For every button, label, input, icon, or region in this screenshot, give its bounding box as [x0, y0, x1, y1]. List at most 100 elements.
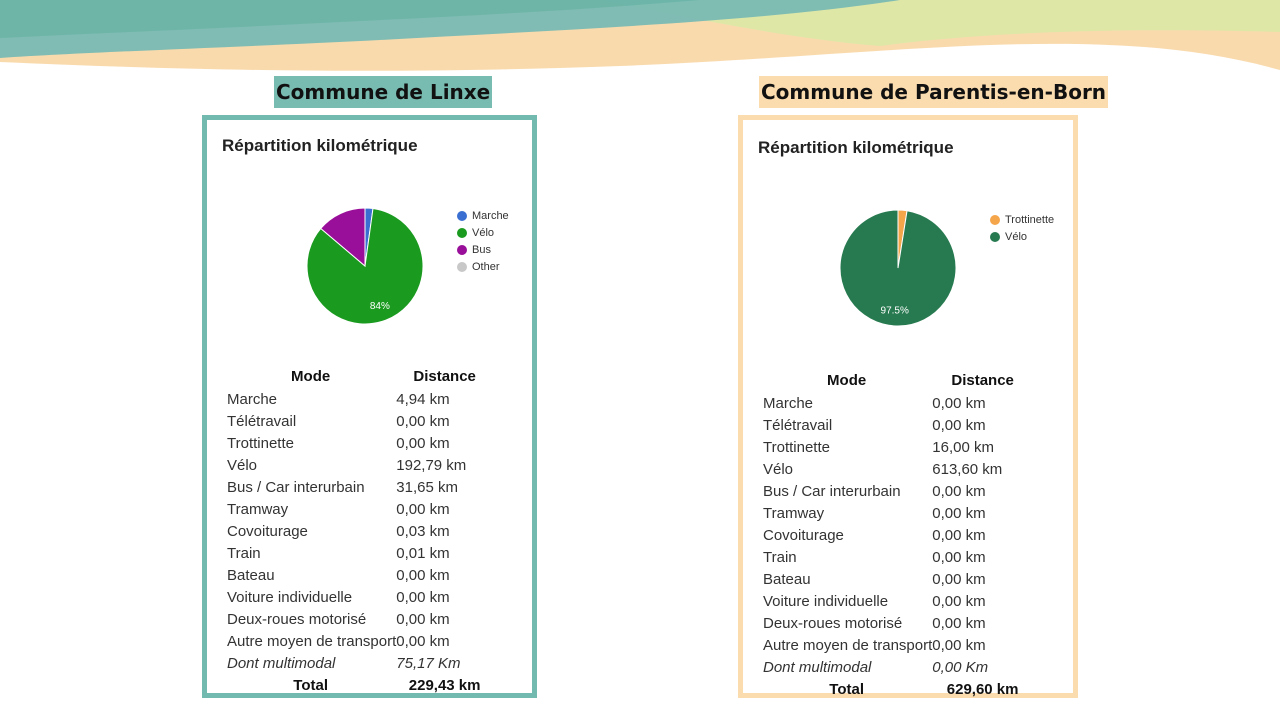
mode-cell: Bus / Car interurbain: [227, 478, 365, 496]
table-row: Bus / Car interurbain 31,65 km: [225, 476, 493, 498]
legend-swatch: [457, 210, 467, 221]
total-value: 629,60 km: [946, 680, 1019, 698]
chart-legend: Trottinette Vélo: [990, 211, 1054, 245]
distance-cell: 0,00 km: [396, 412, 450, 430]
total-label: Total: [829, 680, 864, 698]
table-row: Bus / Car interurbain 0,00 km: [761, 480, 1033, 502]
mode-cell: Voiture individuelle: [227, 588, 353, 606]
mode-cell: Voiture individuelle: [763, 592, 889, 610]
distance-cell: 0,01 km: [396, 544, 450, 562]
table-row: Tramway 0,00 km: [225, 498, 493, 520]
distance-cell: 613,60 km: [932, 460, 1003, 478]
distance-cell: 16,00 km: [932, 438, 994, 456]
distance-table-parentis: Mode Distance Marche 0,00 km Télétravail 0,…: [761, 368, 1033, 700]
mode-cell: Train: [763, 548, 797, 566]
distance-cell: 0,00 km: [932, 526, 986, 544]
mode-cell: Tramway: [227, 500, 289, 518]
table-row: Autre moyen de transport 0,00 km: [761, 634, 1033, 656]
mode-cell: Vélo: [227, 456, 258, 474]
table-row: Deux-roues motorisé 0,00 km: [225, 608, 493, 630]
table-row: Trottinette 16,00 km: [761, 436, 1033, 458]
distance-cell: 31,65 km: [396, 478, 458, 496]
table-row: Marche 0,00 km: [761, 392, 1033, 414]
table-row: Train 0,00 km: [761, 546, 1033, 568]
legend-label: Vélo: [472, 226, 495, 239]
mode-cell: Deux-roues motorisé: [227, 610, 367, 628]
pie-data-label: 97.5%: [881, 306, 909, 317]
distance-table-linxe: Mode Distance Marche 4,94 km Télétravail 0,…: [225, 364, 493, 696]
table-row: Télétravail 0,00 km: [761, 414, 1033, 436]
column-header-distance: Distance: [413, 367, 476, 385]
table-row: Bateau 0,00 km: [761, 568, 1033, 590]
column-header-mode: Mode: [291, 367, 331, 385]
mode-cell: Deux-roues motorisé: [763, 614, 903, 632]
distance-cell: 0,00 km: [932, 614, 986, 632]
legend-swatch: [457, 227, 467, 238]
total-row: Total 229,43 km: [225, 674, 493, 696]
table-row: Vélo 613,60 km: [761, 458, 1033, 480]
distance-cell: 0,00 km: [932, 636, 986, 654]
mode-cell: Dont multimodal: [227, 654, 336, 672]
legend-item-bus: Bus: [457, 241, 509, 258]
distance-cell: 0,00 km: [396, 588, 450, 606]
pie-data-label: 84%: [370, 301, 390, 312]
mode-cell: Tramway: [763, 504, 825, 522]
mode-cell: Vélo: [763, 460, 794, 478]
legend-label: Other: [472, 260, 500, 273]
legend-swatch: [457, 244, 467, 255]
distance-cell: 0,00 km: [396, 566, 450, 584]
distance-cell: 4,94 km: [396, 390, 450, 408]
distance-cell: 0,00 km: [932, 548, 986, 566]
distance-cell: 0,03 km: [396, 522, 450, 540]
legend-item-marche: Marche: [457, 207, 509, 224]
mode-cell: Bus / Car interurbain: [763, 482, 901, 500]
legend-swatch: [990, 231, 1000, 242]
legend-label: Bus: [472, 243, 491, 256]
legend-item-other: Other: [457, 258, 509, 275]
commune-title-linxe: Commune de Linxe: [274, 76, 493, 108]
legend-label: Marche: [472, 209, 509, 222]
panel-linxe: Répartition kilométrique 84% Marche Vélo…: [202, 115, 537, 698]
distance-cell: 0,00 km: [932, 482, 986, 500]
pie-slice-velo: [839, 209, 957, 327]
chart-legend: Marche Vélo Bus Other: [457, 207, 509, 275]
mode-cell: Covoiturage: [763, 526, 844, 544]
table-row: Bateau 0,00 km: [225, 564, 493, 586]
panel-title: Répartition kilométrique: [758, 138, 954, 157]
legend-item-velo: Vélo: [990, 228, 1054, 245]
table-row: Covoiturage 0,03 km: [225, 520, 493, 542]
multimodal-row: Dont multimodal 0,00 Km: [761, 656, 1033, 678]
legend-swatch: [990, 214, 1000, 225]
column-header-mode: Mode: [827, 371, 867, 389]
table-row: Tramway 0,00 km: [761, 502, 1033, 524]
distance-cell: 0,00 km: [396, 500, 450, 518]
pie-chart-parentis: 97.5%: [839, 209, 957, 327]
total-row: Total 629,60 km: [761, 678, 1033, 700]
mode-cell: Train: [227, 544, 261, 562]
distance-cell: 75,17 Km: [396, 654, 461, 672]
legend-swatch: [457, 261, 467, 272]
distance-cell: 0,00 km: [932, 570, 986, 588]
distance-cell: 0,00 Km: [932, 658, 989, 676]
mode-cell: Covoiturage: [227, 522, 308, 540]
legend-label: Trottinette: [1005, 213, 1055, 226]
panel-parentis: Répartition kilométrique 97.5% Trottinet…: [738, 115, 1078, 698]
table-row: Voiture individuelle 0,00 km: [761, 590, 1033, 612]
total-value: 229,43 km: [408, 676, 481, 694]
pie-slice-bus: [320, 207, 366, 268]
table-row: Voiture individuelle 0,00 km: [225, 586, 493, 608]
distance-cell: 0,00 km: [932, 394, 986, 412]
table-row: Télétravail 0,00 km: [225, 410, 493, 432]
mode-cell: Marche: [763, 394, 814, 412]
distance-cell: 0,00 km: [932, 504, 986, 522]
mode-cell: Bateau: [227, 566, 275, 584]
column-header-distance: Distance: [951, 371, 1014, 389]
table-row: Marche 4,94 km: [225, 388, 493, 410]
distance-cell: 0,00 km: [396, 434, 450, 452]
distance-cell: 0,00 km: [932, 592, 986, 610]
total-label: Total: [293, 676, 328, 694]
table-row: Autre moyen de transport 0,00 km: [225, 630, 493, 652]
legend-label: Vélo: [1005, 230, 1028, 243]
distance-cell: 0,00 km: [396, 632, 450, 650]
table-row: Deux-roues motorisé 0,00 km: [761, 612, 1033, 634]
